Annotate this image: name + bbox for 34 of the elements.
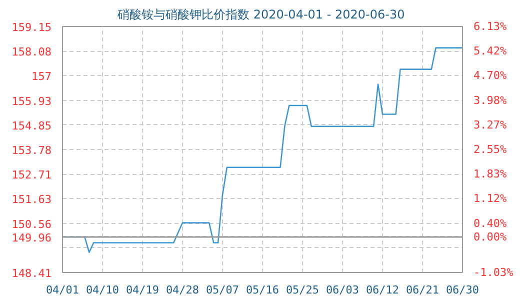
y2-tick-label: 5.42% xyxy=(474,44,507,58)
y-tick-label: 159.15 xyxy=(12,21,52,34)
x-tick-label: 05/25 xyxy=(286,284,320,296)
y-tick-label: 151.63 xyxy=(12,193,52,206)
y-tick-label: 153.78 xyxy=(12,144,52,157)
x-tick-label: 04/28 xyxy=(166,284,200,296)
x-tick-label: 06/03 xyxy=(326,284,360,296)
y2-tick-label: 4.70% xyxy=(474,69,507,82)
chart-title: 硝酸铵与硝酸钾比价指数 2020-04-01 - 2020-06-30 xyxy=(116,8,405,22)
y-tick-label: 149.96 xyxy=(12,231,52,244)
y-tick-label: 158.08 xyxy=(12,46,52,59)
x-tick-label: 06/12 xyxy=(366,284,400,296)
x-tick-label: 04/01 xyxy=(46,284,80,296)
y2-tick-label: 0.40% xyxy=(474,216,507,230)
y2-tick-label: 0.00% xyxy=(474,230,507,244)
y-tick-label: 154.85 xyxy=(12,119,52,132)
y2-tick-label: 3.27% xyxy=(474,118,507,132)
y-tick-label: 150.56 xyxy=(12,218,52,231)
y2-tick-label: 1.83% xyxy=(474,168,507,181)
x-tick-label: 04/10 xyxy=(86,284,120,296)
y2-tick-label: 1.12% xyxy=(474,192,507,206)
y-tick-label: 157 xyxy=(32,70,52,84)
x-tick-label: 04/19 xyxy=(126,284,160,296)
y-tick-label: 152.71 xyxy=(12,168,52,182)
y-tick-label: 155.93 xyxy=(12,94,52,108)
y2-tick-label: 3.98% xyxy=(474,94,507,107)
y2-tick-label: -1.03% xyxy=(474,266,514,279)
x-tick-label: 06/21 xyxy=(406,284,440,296)
y-tick-label: 148.41 xyxy=(12,267,52,280)
x-tick-label: 06/30 xyxy=(446,284,480,296)
x-tick-label: 05/16 xyxy=(246,284,280,296)
y2-tick-label: 2.55% xyxy=(474,143,507,156)
x-tick-label: 05/07 xyxy=(206,284,240,296)
y2-tick-label: 6.13% xyxy=(474,20,507,33)
